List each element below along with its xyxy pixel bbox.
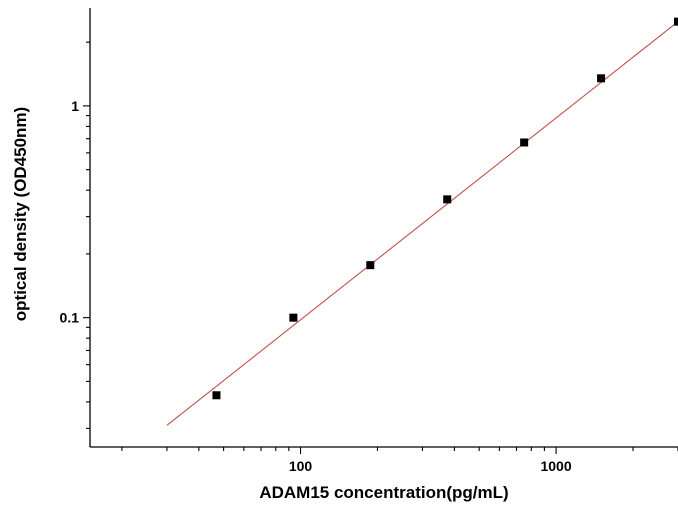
x-tick-label: 1000 (540, 458, 571, 474)
data-point (597, 74, 606, 83)
y-axis-title: optical density (OD450nm) (11, 107, 30, 321)
data-point (520, 138, 529, 147)
data-point (443, 195, 452, 204)
tick-labels: 100 1000 0.1 1 (60, 98, 572, 474)
data-point (674, 17, 678, 26)
fit-line (166, 21, 678, 426)
plot-series (166, 17, 678, 426)
y-tick-label: 1 (71, 98, 79, 114)
axis-ticks (83, 41, 678, 454)
x-axis-title: ADAM15 concentration(pg/mL) (259, 483, 508, 502)
x-tick-label: 100 (289, 458, 313, 474)
y-tick-label: 0.1 (60, 310, 80, 326)
data-point (366, 261, 375, 270)
data-point (212, 391, 221, 400)
data-point (289, 313, 298, 322)
axes (89, 8, 678, 448)
